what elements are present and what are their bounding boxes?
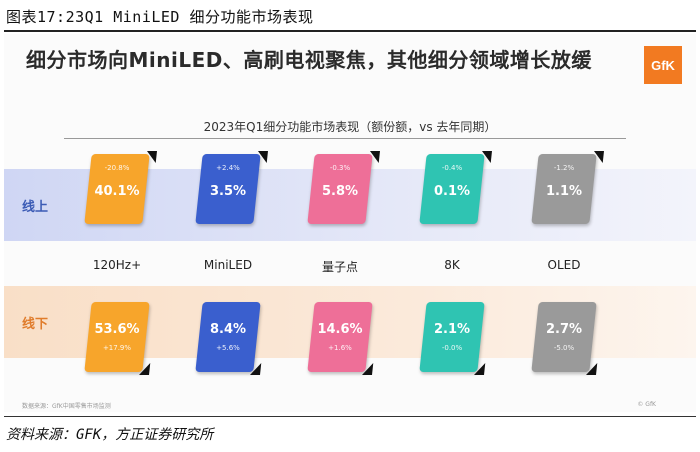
data-source-note: 数据来源：GfK中国零售市场监测: [22, 403, 111, 410]
tile-corner-accent: [368, 151, 380, 163]
tile-corner-accent: [362, 363, 374, 375]
figure-title: 图表17:23Q1 MiniLED 细分功能市场表现: [6, 8, 314, 26]
share-tile: -0.3% 5.8%: [307, 151, 380, 224]
category-label: 120Hz+: [92, 258, 142, 272]
source-note: 资料来源：GFK，方正证券研究所: [6, 427, 214, 443]
title-divider: [4, 30, 696, 32]
category-label: 量子点: [321, 260, 358, 274]
share-tile: -0.4% 0.1%: [419, 151, 492, 224]
share-value: 5.8%: [321, 184, 359, 199]
share-value: 8.4%: [209, 322, 247, 337]
share-tile: +2.4% 3.5%: [195, 151, 268, 224]
share-tile: +5.6% 8.4%: [195, 302, 262, 375]
change-value: -20.8%: [104, 164, 130, 172]
chart-title: 2023年Q1细分功能市场表现（额份额，vs 去年同期）: [203, 120, 497, 134]
chart-title-underline: [64, 138, 626, 139]
tile-corner-accent: [250, 363, 262, 375]
share-tile: -5.0% 2.7%: [531, 302, 598, 375]
category-label: MiniLED: [203, 258, 253, 272]
category-label: 8K: [444, 258, 460, 272]
tile-corner-accent: [586, 363, 598, 375]
tile-corner-accent: [592, 151, 604, 163]
share-value: 3.5%: [209, 184, 247, 199]
change-value: +2.4%: [216, 164, 240, 172]
tile-corner-accent: [145, 151, 157, 163]
gfk-logo: GfK: [644, 46, 682, 84]
share-tile: -20.8% 40.1%: [84, 151, 157, 224]
copyright-note: © GfK: [637, 401, 656, 408]
change-value: +5.6%: [216, 344, 240, 352]
share-tile: +17.9% 53.6%: [84, 302, 151, 375]
category-label: OLED: [547, 258, 581, 272]
chart-slide: 细分市场向MiniLED、高刷电视聚焦，其他细分领域增长放缓 GfK 2023年…: [4, 34, 696, 412]
tile-corner-accent: [480, 151, 492, 163]
share-value: 40.1%: [94, 184, 140, 199]
change-value: -0.4%: [441, 164, 463, 172]
change-value: +17.9%: [102, 344, 132, 352]
share-tile: -1.2% 1.1%: [531, 151, 604, 224]
change-value: -1.2%: [553, 164, 575, 172]
online-row-label: 线上: [22, 200, 49, 215]
change-value: -0.3%: [329, 164, 351, 172]
tile-corner-accent: [139, 363, 151, 375]
share-value: 1.1%: [545, 184, 583, 199]
change-value: +1.6%: [328, 344, 352, 352]
share-value: 0.1%: [433, 184, 471, 199]
share-value: 2.7%: [545, 322, 583, 337]
offline-row-label: 线下: [22, 317, 49, 332]
share-value: 2.1%: [433, 322, 471, 337]
tile-corner-accent: [474, 363, 486, 375]
slide-headline: 细分市场向MiniLED、高刷电视聚焦，其他细分领域增长放缓: [26, 48, 592, 72]
share-value: 53.6%: [94, 322, 140, 337]
change-value: -5.0%: [553, 344, 575, 352]
tile-corner-accent: [256, 151, 268, 163]
share-tile: +1.6% 14.6%: [307, 302, 374, 375]
source-divider: [4, 416, 696, 417]
share-tile: -0.0% 2.1%: [419, 302, 486, 375]
change-value: -0.0%: [441, 344, 463, 352]
share-value: 14.6%: [317, 322, 363, 337]
